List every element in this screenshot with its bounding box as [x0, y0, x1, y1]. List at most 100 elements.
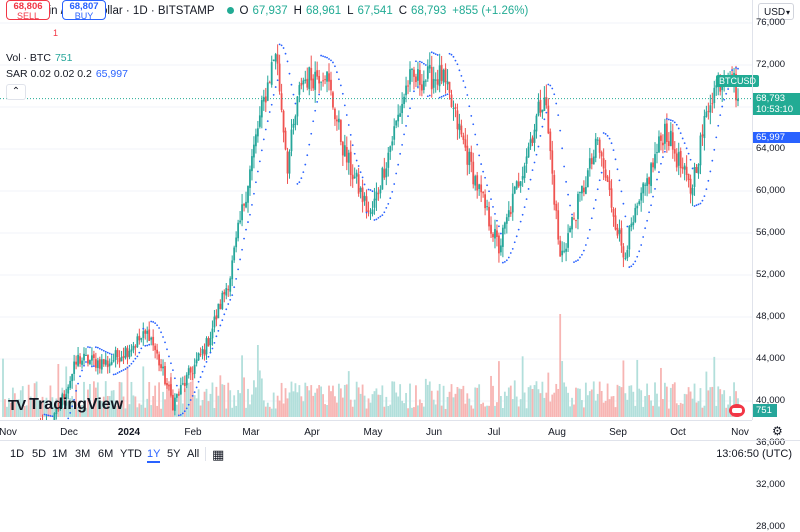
gear-icon[interactable]: ⚙	[772, 424, 783, 438]
sar-dot	[77, 382, 79, 385]
volume-bar	[656, 393, 658, 417]
candle-body	[152, 336, 155, 346]
price-chart[interactable]	[0, 0, 752, 420]
volume-bar	[474, 387, 477, 417]
volume-bar	[247, 388, 249, 417]
sar-dot	[341, 92, 344, 95]
range-button-5y[interactable]: 5Y	[167, 448, 181, 460]
volume-bar	[298, 385, 301, 417]
candle-body	[663, 123, 666, 144]
candle-body	[239, 220, 241, 223]
candle-body	[667, 141, 670, 146]
range-button-ytd[interactable]: YTD	[120, 448, 142, 460]
sar-dot	[310, 132, 313, 135]
candle-body	[140, 337, 143, 340]
currency-selector[interactable]: USD ▾	[758, 3, 794, 20]
volume-bar	[602, 402, 605, 417]
sar-dot	[75, 389, 78, 392]
sar-dot	[49, 414, 52, 417]
candle-body	[486, 206, 488, 208]
volume-bar	[446, 396, 449, 417]
volume-bar	[711, 386, 714, 417]
candle-body	[85, 354, 87, 356]
buy-button[interactable]: 68,807 BUY	[62, 0, 106, 20]
volume-bar	[393, 381, 396, 417]
volume-bar	[426, 384, 429, 417]
sar-dot	[258, 160, 261, 163]
volume-bar	[620, 387, 623, 417]
sar-dot	[685, 147, 688, 150]
volume-bar	[667, 408, 670, 417]
volume-indicator-legend[interactable]: Vol · BTC 751	[6, 52, 72, 64]
range-button-all[interactable]: All	[187, 448, 200, 460]
sar-dot	[464, 86, 467, 89]
price-axis-label: 56,000	[756, 227, 786, 238]
sar-dot	[563, 165, 566, 168]
sar-dot	[622, 202, 625, 205]
price-axis-label: 48,000	[756, 311, 786, 322]
candle-body	[505, 217, 508, 224]
volume-bar	[92, 381, 95, 417]
sar-dot	[355, 159, 358, 162]
sell-button[interactable]: 68,806 SELL	[6, 0, 50, 20]
range-button-1y[interactable]: 1Y	[147, 448, 161, 463]
candle-body	[87, 354, 89, 364]
volume-bar	[648, 395, 650, 417]
volume-bar	[665, 386, 668, 417]
volume-bar	[262, 400, 265, 417]
symbol-title[interactable]: Bitcoin / U.S. Dollar · 1D · BITSTAMP	[23, 4, 215, 17]
candle-body	[345, 147, 348, 163]
range-button-6m[interactable]: 6M	[98, 448, 114, 460]
candle-body	[677, 152, 680, 166]
sar-dot	[646, 219, 649, 222]
volume-bar	[69, 398, 72, 417]
range-button-1m[interactable]: 1M	[52, 448, 68, 460]
sar-dot	[322, 55, 324, 58]
candle-body	[460, 125, 463, 135]
candle-body	[561, 250, 564, 256]
candle-body	[158, 354, 160, 366]
volume-bar	[108, 396, 111, 417]
sar-indicator-legend[interactable]: SAR 0.02 0.02 0.2 65,997	[6, 68, 128, 80]
sar-indicator-label: SAR 0.02 0.02 0.2	[6, 68, 92, 80]
flag-icon	[729, 404, 745, 417]
candle-body	[300, 82, 303, 86]
candle-body	[369, 212, 372, 214]
candle-body	[67, 386, 70, 394]
sar-dot	[170, 362, 172, 365]
time-axis-label: Sep	[609, 427, 627, 438]
sar-dot	[89, 346, 91, 349]
volume-bar	[110, 390, 113, 417]
sar-dot	[92, 365, 95, 367]
price-axis[interactable]: USD ▾ 76,00072,00068,00064,00060,00056,0…	[752, 0, 800, 532]
candle-body	[592, 156, 595, 165]
range-button-1d[interactable]: 1D	[10, 448, 25, 460]
volume-bar	[511, 399, 514, 417]
candle-body	[535, 115, 538, 132]
volume-bar	[444, 408, 447, 417]
candle-body	[614, 215, 617, 230]
candle-body	[399, 113, 402, 117]
candle-body	[132, 345, 135, 350]
volume-bar	[494, 405, 496, 417]
sar-dot	[519, 220, 522, 223]
volume-bar	[17, 399, 20, 417]
range-button-5d[interactable]: 5D	[32, 448, 47, 460]
candle-body	[646, 178, 649, 186]
tradingview-logo[interactable]: TV TradingView	[8, 396, 123, 414]
collapse-legend-button[interactable]: ⌃	[6, 84, 26, 100]
volume-bar	[292, 391, 295, 417]
time-axis[interactable]: Nov Dec 2024 Feb Mar Apr May Jun Jul Aug Sep Oct Nov	[0, 420, 752, 441]
candle-body	[567, 233, 569, 248]
candle-body	[258, 115, 261, 127]
clock[interactable]: 13:06:50 (UTC)	[716, 448, 792, 460]
candle-body	[569, 227, 571, 233]
sar-dot	[539, 135, 542, 137]
range-button-3m[interactable]: 3M	[75, 448, 91, 460]
candle-body	[316, 70, 319, 77]
calendar-icon[interactable]: ▦	[212, 447, 225, 462]
candle-body	[705, 111, 708, 117]
candle-body	[596, 139, 599, 141]
sar-dot	[719, 114, 722, 117]
candle-body	[547, 105, 550, 134]
